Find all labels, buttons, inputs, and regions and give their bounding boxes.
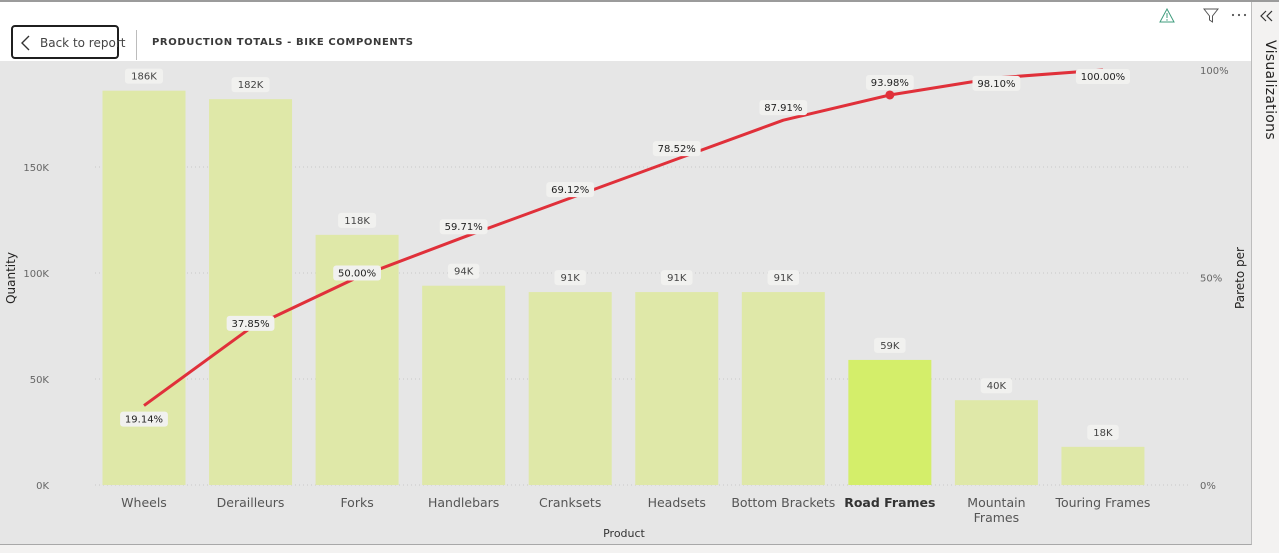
- line-data-label: 19.14%: [125, 415, 163, 426]
- bar-cranksets[interactable]: [528, 292, 612, 485]
- line-label-bg: [333, 265, 381, 281]
- bar-mountain-frames[interactable]: [954, 400, 1038, 485]
- filter-icon[interactable]: [1203, 8, 1219, 24]
- line-label-bg: [972, 75, 1021, 91]
- bar-touring-frames[interactable]: [1061, 446, 1145, 485]
- line-data-label: 98.10%: [977, 79, 1015, 90]
- status-strip: [0, 545, 1279, 553]
- bar-data-label: 118K: [344, 216, 370, 227]
- y2-axis-title: Pareto per: [1233, 247, 1247, 309]
- back-to-report-button[interactable]: Back to report: [11, 25, 125, 59]
- pareto-line: [143, 68, 1104, 407]
- window-top-border: [0, 0, 1279, 2]
- bar-data-label: 94K: [454, 267, 474, 278]
- bar-derailleurs[interactable]: [209, 99, 293, 485]
- bar-label-bg: [980, 378, 1013, 394]
- line-label-bg: [652, 141, 701, 157]
- bar-road-frames[interactable]: [848, 359, 932, 485]
- y2-tick-label: 0%: [1200, 481, 1216, 492]
- line-data-label: 93.98%: [871, 78, 909, 89]
- bar-data-label: 91K: [774, 273, 794, 284]
- visualizations-pane[interactable]: [1252, 2, 1279, 544]
- y-tick-label: 0K: [36, 481, 49, 492]
- line-label-bg: [439, 219, 488, 235]
- bar-label-bg: [661, 270, 693, 286]
- x-tick-label[interactable]: Frames: [974, 510, 1019, 525]
- bar-label-bg: [231, 77, 270, 93]
- x-tick-label[interactable]: Forks: [340, 495, 373, 510]
- line-data-label: 100.00%: [1081, 72, 1126, 83]
- bar-label-bg: [874, 337, 906, 353]
- back-to-report-label: Back to report: [40, 36, 126, 50]
- line-label-bg: [226, 315, 275, 331]
- chevron-left-icon: [21, 35, 30, 51]
- x-tick-label[interactable]: Road Frames: [844, 495, 935, 510]
- line-data-label: 37.85%: [231, 319, 269, 330]
- line-data-label: 87.91%: [764, 103, 802, 114]
- y-axis-title: Quantity: [4, 252, 18, 304]
- line-label-bg: [120, 411, 168, 427]
- x-tick-label[interactable]: Mountain: [967, 495, 1025, 510]
- bar-label-bg: [125, 68, 163, 84]
- line-data-label: 50.00%: [338, 269, 376, 280]
- x-tick-label[interactable]: Headsets: [648, 495, 706, 510]
- visualizations-pane-label[interactable]: Visualizations: [1262, 40, 1278, 140]
- y-tick-label: 50K: [30, 375, 50, 386]
- bar-label-bg: [1087, 424, 1119, 440]
- x-tick-label[interactable]: Bottom Brackets: [731, 495, 835, 510]
- bar-data-label: 91K: [561, 273, 581, 284]
- y2-tick-label: 100%: [1200, 66, 1229, 77]
- more-options-icon[interactable]: [1231, 12, 1247, 18]
- bar-label-bg: [447, 263, 480, 279]
- bar-data-label: 59K: [880, 341, 900, 352]
- line-label-bg: [865, 74, 914, 90]
- pareto-chart: 0K 50K 100K 150K 0% 50% 100% Quantity Pareto per…: [4, 66, 1247, 540]
- line-label-bg: [759, 100, 808, 116]
- bar-bottom-brackets[interactable]: [741, 292, 825, 485]
- line-data-label: 69.12%: [551, 185, 589, 196]
- line-label-bg: [1075, 69, 1130, 84]
- bar-data-label: 91K: [667, 273, 687, 284]
- bar-data-label: 40K: [987, 381, 1007, 392]
- y-tick-label: 100K: [23, 269, 49, 280]
- double-chevron-left-icon[interactable]: [1259, 8, 1275, 24]
- x-axis-title: Product: [603, 527, 645, 540]
- bar-data-label: 182K: [238, 80, 264, 91]
- x-tick-label[interactable]: Handlebars: [428, 495, 499, 510]
- bar-label-bg: [767, 270, 800, 286]
- bar-label-bg: [338, 212, 377, 228]
- x-tick-label[interactable]: Derailleurs: [217, 495, 285, 510]
- bar-data-label: 18K: [1093, 428, 1113, 439]
- x-tick-label[interactable]: Cranksets: [539, 495, 601, 510]
- line-data-label: 59.71%: [445, 222, 483, 233]
- line-data-label: 78.52%: [658, 144, 696, 155]
- x-tick-label[interactable]: Touring Frames: [1054, 495, 1150, 510]
- header-divider: [136, 30, 137, 60]
- pareto-highlight-point[interactable]: [885, 90, 895, 100]
- line-label-bg: [546, 182, 595, 198]
- y2-tick-label: 50%: [1200, 274, 1222, 285]
- bar-label-bg: [554, 270, 586, 286]
- bar-handlebars[interactable]: [422, 285, 506, 485]
- bar-data-label: 186K: [131, 72, 157, 83]
- bar-headsets[interactable]: [635, 292, 719, 485]
- y-tick-label: 150K: [23, 163, 49, 174]
- x-tick-label[interactable]: Wheels: [121, 495, 167, 510]
- focus-mode-header: Back to report PRODUCTION TOTALS - BIKE …: [0, 2, 1251, 61]
- page-title: PRODUCTION TOTALS - BIKE COMPONENTS: [152, 37, 414, 48]
- warning-icon[interactable]: [1159, 8, 1175, 23]
